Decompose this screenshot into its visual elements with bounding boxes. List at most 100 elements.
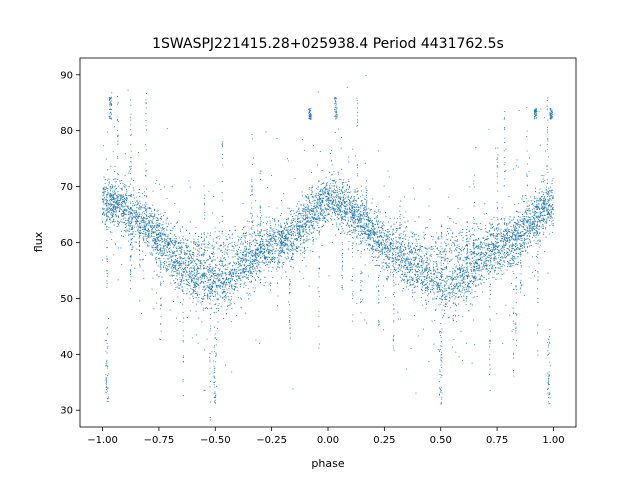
data-point	[243, 255, 245, 257]
data-point	[269, 234, 271, 236]
data-point	[447, 243, 449, 245]
data-point	[178, 245, 180, 247]
data-point	[119, 207, 121, 209]
data-point	[531, 219, 533, 221]
data-point	[451, 279, 453, 281]
data-point	[230, 286, 232, 288]
data-point	[508, 228, 510, 230]
data-point	[474, 223, 476, 224]
data-point	[525, 239, 527, 240]
data-point	[172, 271, 174, 273]
data-point	[146, 216, 148, 218]
data-point	[302, 252, 304, 254]
data-point	[436, 285, 438, 287]
data-point	[468, 258, 469, 260]
data-point	[330, 196, 332, 198]
data-point	[539, 208, 541, 210]
data-point	[403, 254, 405, 256]
data-point	[403, 265, 405, 266]
data-point	[205, 267, 207, 269]
data-point	[492, 234, 494, 236]
data-point	[105, 199, 107, 201]
data-point	[387, 249, 388, 251]
data-point	[538, 212, 540, 214]
data-point	[363, 208, 365, 210]
data-point	[427, 264, 429, 266]
data-point	[139, 202, 141, 204]
data-point	[190, 263, 192, 264]
data-point	[169, 252, 171, 254]
data-point	[271, 250, 273, 251]
data-point	[238, 248, 240, 250]
data-point	[543, 202, 545, 204]
data-point	[286, 230, 288, 232]
data-point	[361, 220, 362, 222]
data-point	[448, 292, 450, 294]
data-point	[143, 238, 145, 240]
data-point	[151, 234, 153, 236]
data-point	[376, 231, 378, 232]
data-point	[501, 265, 503, 267]
data-point	[444, 251, 446, 253]
data-point	[325, 191, 327, 193]
data-point	[319, 202, 321, 204]
data-point	[452, 236, 454, 238]
data-point	[378, 240, 380, 242]
data-point	[244, 254, 246, 256]
data-point	[331, 180, 333, 182]
data-point	[221, 276, 223, 277]
data-point	[132, 205, 134, 207]
data-point	[194, 266, 195, 268]
data-point	[496, 238, 497, 240]
data-point	[403, 237, 405, 239]
data-point	[488, 245, 490, 247]
data-point	[542, 178, 544, 180]
data-point	[264, 248, 266, 250]
data-point	[208, 286, 210, 288]
data-point	[187, 239, 189, 241]
data-point	[514, 227, 516, 229]
data-point	[521, 231, 523, 233]
data-point	[527, 233, 529, 235]
data-point	[182, 235, 184, 237]
data-point	[155, 247, 157, 249]
data-point	[529, 230, 530, 232]
data-point	[421, 250, 423, 252]
data-point	[206, 260, 208, 262]
data-point	[144, 226, 146, 228]
data-point	[137, 207, 139, 209]
data-point	[519, 224, 521, 226]
data-point	[155, 230, 157, 232]
data-point	[215, 288, 217, 290]
data-point	[183, 279, 185, 281]
data-point	[197, 268, 199, 270]
data-point	[424, 291, 426, 293]
data-point	[197, 301, 199, 303]
data-point	[315, 207, 317, 209]
data-point	[128, 194, 130, 196]
data-point	[195, 275, 197, 277]
data-point	[461, 235, 463, 237]
data-point	[267, 249, 269, 250]
data-point	[401, 290, 403, 292]
data-point	[112, 201, 114, 203]
data-point	[295, 238, 297, 240]
data-point	[122, 203, 123, 205]
data-point	[299, 226, 300, 228]
data-point	[296, 239, 298, 241]
data-point	[245, 246, 247, 248]
data-point	[416, 243, 418, 245]
data-point	[354, 192, 356, 193]
data-point	[278, 224, 280, 226]
data-point	[542, 202, 544, 204]
data-point	[453, 292, 455, 293]
data-point	[252, 267, 253, 269]
data-point	[392, 233, 393, 235]
data-point	[470, 251, 471, 253]
data-point	[311, 211, 313, 212]
data-point	[410, 250, 412, 252]
data-point	[378, 236, 380, 238]
data-point	[216, 286, 218, 288]
data-point	[299, 271, 301, 273]
data-point	[312, 236, 314, 238]
